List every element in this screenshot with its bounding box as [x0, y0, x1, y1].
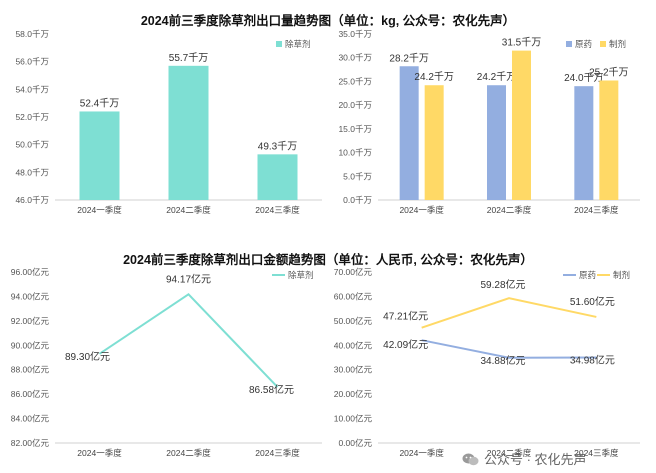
watermark: 公众号 · 农化先声 — [462, 449, 587, 468]
x-tick-label: 2024三季度 — [574, 448, 619, 458]
legend-label: 制剂 — [613, 270, 630, 280]
bar — [79, 111, 120, 200]
x-tick-label: 2024一季度 — [77, 448, 122, 458]
x-tick-label: 2024一季度 — [399, 448, 444, 458]
legend-label: 除草剂 — [285, 39, 311, 49]
y-tick-label: 54.0千万 — [15, 84, 49, 94]
data-label: 34.98亿元 — [570, 354, 615, 367]
data-label: 59.28亿元 — [480, 278, 525, 291]
y-tick-label: 46.0千万 — [15, 195, 49, 205]
bar — [599, 80, 619, 200]
bar — [399, 66, 419, 200]
y-tick-label: 56.0千万 — [15, 57, 49, 67]
bar — [257, 154, 298, 200]
data-label: 31.5千万 — [502, 37, 541, 49]
legend-label: 原药 — [575, 39, 592, 49]
data-label: 28.2千万 — [389, 52, 428, 64]
wechat-icon — [462, 453, 479, 466]
data-label: 49.3千万 — [258, 140, 297, 152]
chart-title-value: 2024前三季度除草剂出口金额趋势图（单位：人民币, 公众号：农化先声） — [123, 253, 533, 267]
data-label: 94.17亿元 — [166, 272, 211, 285]
y-tick-label: 30.00亿元 — [334, 365, 373, 375]
y-tick-label: 70.00亿元 — [334, 267, 373, 277]
bar — [574, 86, 594, 200]
data-label: 25.2千万 — [589, 66, 628, 78]
data-label: 52.4千万 — [80, 97, 119, 109]
legend-label: 除草剂 — [288, 270, 314, 280]
x-tick-label: 2024二季度 — [166, 205, 211, 215]
watermark-text: 公众号 · 农化先声 — [484, 452, 587, 467]
y-tick-label: 30.0千万 — [338, 53, 372, 63]
legend-label: 原药 — [579, 270, 596, 280]
data-label: 55.7千万 — [169, 52, 208, 64]
y-tick-label: 52.0千万 — [15, 112, 49, 122]
series-line — [98, 293, 279, 388]
data-label: 86.58亿元 — [249, 383, 294, 396]
y-tick-label: 50.0千万 — [15, 140, 49, 150]
y-tick-label: 60.00亿元 — [334, 291, 373, 301]
y-tick-label: 48.0千万 — [15, 167, 49, 177]
x-tick-label: 2024三季度 — [255, 205, 300, 215]
x-tick-label: 2024一季度 — [399, 205, 444, 215]
y-tick-label: 0.00亿元 — [338, 438, 372, 448]
y-tick-label: 86.00亿元 — [11, 389, 50, 399]
y-tick-label: 90.00亿元 — [11, 340, 50, 350]
y-tick-label: 15.0千万 — [338, 124, 372, 134]
data-label: 24.2千万 — [477, 71, 516, 83]
y-tick-label: 20.00亿元 — [334, 389, 373, 399]
bar — [424, 85, 444, 200]
y-tick-label: 0.0千万 — [343, 195, 372, 205]
y-tick-label: 5.0千万 — [343, 171, 372, 181]
y-tick-label: 50.00亿元 — [334, 316, 373, 326]
y-tick-label: 10.0千万 — [338, 148, 372, 158]
y-tick-label: 92.00亿元 — [11, 316, 50, 326]
bar — [512, 50, 531, 200]
data-label: 34.88亿元 — [480, 354, 525, 367]
data-label: 51.60亿元 — [570, 295, 615, 308]
chart-title-volume: 2024前三季度除草剂出口量趋势图（单位：kg, 公众号：农化先声） — [140, 14, 516, 28]
bar — [168, 65, 209, 200]
y-tick-label: 58.0千万 — [15, 29, 49, 39]
legend-label: 制剂 — [609, 39, 626, 49]
data-label: 47.21亿元 — [383, 310, 428, 323]
x-tick-label: 2024二季度 — [487, 205, 532, 215]
y-tick-label: 10.00亿元 — [334, 414, 373, 424]
y-tick-label: 40.00亿元 — [334, 340, 373, 350]
y-tick-label: 25.0千万 — [338, 76, 372, 86]
data-label: 24.2千万 — [414, 71, 453, 83]
x-tick-label: 2024一季度 — [77, 205, 122, 215]
bar — [487, 85, 506, 200]
y-tick-label: 84.00亿元 — [11, 414, 50, 424]
data-label: 24.0千万 — [564, 72, 603, 84]
y-tick-label: 20.0千万 — [338, 100, 372, 110]
legend-swatch — [600, 41, 606, 47]
y-tick-label: 88.00亿元 — [11, 365, 50, 375]
y-tick-label: 35.0千万 — [338, 29, 372, 39]
x-tick-label: 2024二季度 — [166, 448, 211, 458]
x-tick-label: 2024三季度 — [255, 448, 300, 458]
y-tick-label: 82.00亿元 — [11, 438, 50, 448]
x-tick-label: 2024三季度 — [574, 205, 619, 215]
data-label: 42.09亿元 — [383, 338, 428, 351]
x-tick-label: 2024二季度 — [487, 448, 532, 458]
legend-swatch — [276, 41, 282, 47]
y-tick-label: 96.00亿元 — [11, 267, 50, 277]
y-tick-label: 94.00亿元 — [11, 291, 50, 301]
data-label: 89.30亿元 — [65, 350, 110, 363]
legend-swatch — [566, 41, 572, 47]
